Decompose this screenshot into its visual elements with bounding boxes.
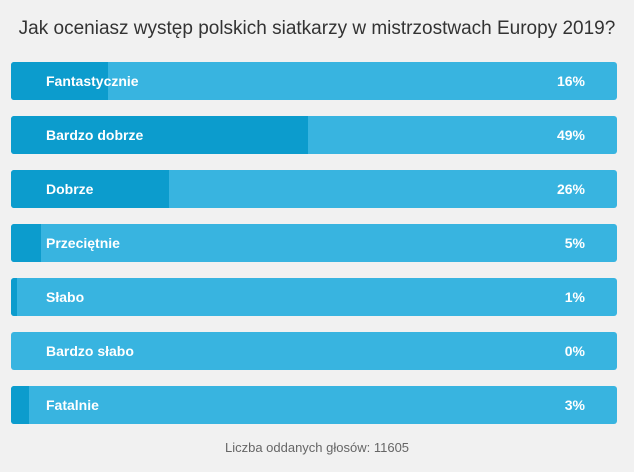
result-fill (11, 116, 308, 154)
result-fill (11, 278, 18, 316)
result-fill (11, 386, 30, 424)
option-percent: 16% (556, 73, 585, 89)
option-percent: 0% (564, 343, 585, 359)
poll-option[interactable]: Dobrze 26% (11, 170, 617, 208)
poll-option[interactable]: Fantastycznie 16% (11, 62, 617, 100)
option-percent: 26% (556, 181, 585, 197)
poll-option[interactable]: Bardzo słabo 0% (11, 332, 617, 370)
option-label: Dobrze (46, 181, 94, 197)
option-label: Bardzo słabo (46, 343, 134, 359)
option-label: Fatalnie (46, 397, 99, 413)
poll-question: Jak oceniasz występ polskich siatkarzy w… (18, 18, 616, 39)
option-label: Bardzo dobrze (46, 127, 144, 143)
option-label: Fantastycznie (46, 73, 139, 89)
poll-option[interactable]: Słabo 1% (11, 278, 617, 316)
option-percent: 5% (564, 235, 585, 251)
option-label: Przeciętnie (46, 235, 120, 251)
option-percent: 49% (556, 127, 585, 143)
vote-count: Liczba oddanych głosów: 11605 (224, 440, 410, 455)
result-fill (11, 62, 108, 100)
option-percent: 1% (564, 289, 585, 305)
option-percent: 3% (564, 397, 585, 413)
option-label: Słabo (46, 289, 85, 305)
poll-option[interactable]: Bardzo dobrze 49% (11, 116, 617, 154)
poll-option[interactable]: Fatalnie 3% (11, 386, 617, 424)
result-fill (11, 224, 42, 262)
result-fill (11, 170, 169, 208)
poll-option[interactable]: Przeciętnie 5% (11, 224, 617, 262)
